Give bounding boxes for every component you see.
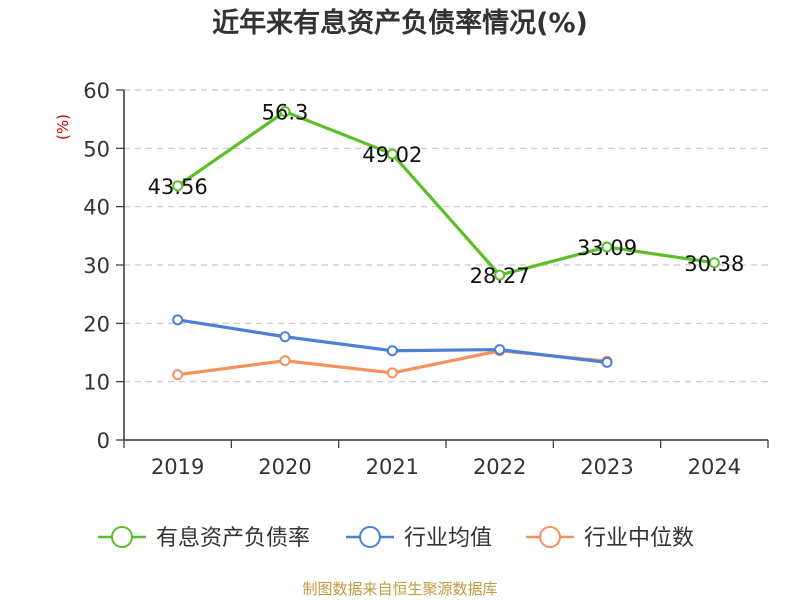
data-point: [172, 314, 184, 326]
legend-label: 行业中位数: [584, 526, 694, 551]
y-tick-label: 10: [83, 371, 110, 395]
x-tick-label: 2020: [258, 455, 311, 479]
data-labels: 43.56 56.3 49.02 28.27 33.09 30.38: [148, 101, 745, 289]
chart-title: 近年来有息资产负债率情况(%): [212, 8, 588, 39]
x-tick-label: 2023: [580, 455, 633, 479]
y-tick-label: 20: [83, 312, 110, 336]
legend: 有息资产负债率 行业均值 行业中位数: [98, 526, 694, 551]
data-point: [172, 180, 184, 192]
data-point: [494, 344, 506, 356]
data-point: [386, 367, 398, 379]
data-label: 43.56: [148, 175, 208, 199]
x-tick-label: 2024: [688, 455, 741, 479]
y-tick-label: 50: [83, 137, 110, 161]
series-line-1: [176, 109, 715, 277]
data-point: [386, 148, 398, 160]
source-note: 制图数据来自恒生聚源数据库: [302, 580, 498, 598]
y-axis-unit: (%): [54, 114, 72, 140]
data-label: 30.38: [684, 252, 744, 276]
data-label: 56.3: [262, 101, 309, 125]
series-lines: [172, 106, 720, 381]
legend-label: 有息资产负债率: [156, 526, 310, 551]
gridlines: [124, 89, 768, 383]
y-tick-label: 0: [97, 429, 110, 453]
legend-marker: [111, 526, 133, 548]
data-point: [601, 356, 613, 368]
data-point: [279, 331, 291, 343]
data-point: [172, 369, 184, 381]
x-tick-label: 2021: [366, 455, 419, 479]
data-point: [708, 257, 720, 269]
y-tick-label: 30: [83, 254, 110, 278]
x-tick-label: 2022: [473, 455, 526, 479]
data-point: [601, 241, 613, 253]
axes: 0 10 20 30 40 50 60 (%) 2019 2020 2021 2022 2023 2024: [54, 79, 769, 479]
data-point: [279, 106, 291, 118]
data-point: [279, 355, 291, 367]
legend-marker: [359, 526, 381, 548]
legend-marker: [539, 526, 561, 548]
y-tick-label: 60: [83, 79, 110, 103]
x-tick-label: 2019: [151, 455, 204, 479]
data-label: 33.09: [577, 236, 637, 260]
data-label: 49.02: [362, 143, 422, 167]
data-label: 28.27: [470, 264, 530, 288]
y-tick-label: 40: [83, 196, 110, 220]
data-point: [494, 269, 506, 281]
legend-label: 行业均值: [404, 526, 492, 551]
data-point: [386, 345, 398, 357]
